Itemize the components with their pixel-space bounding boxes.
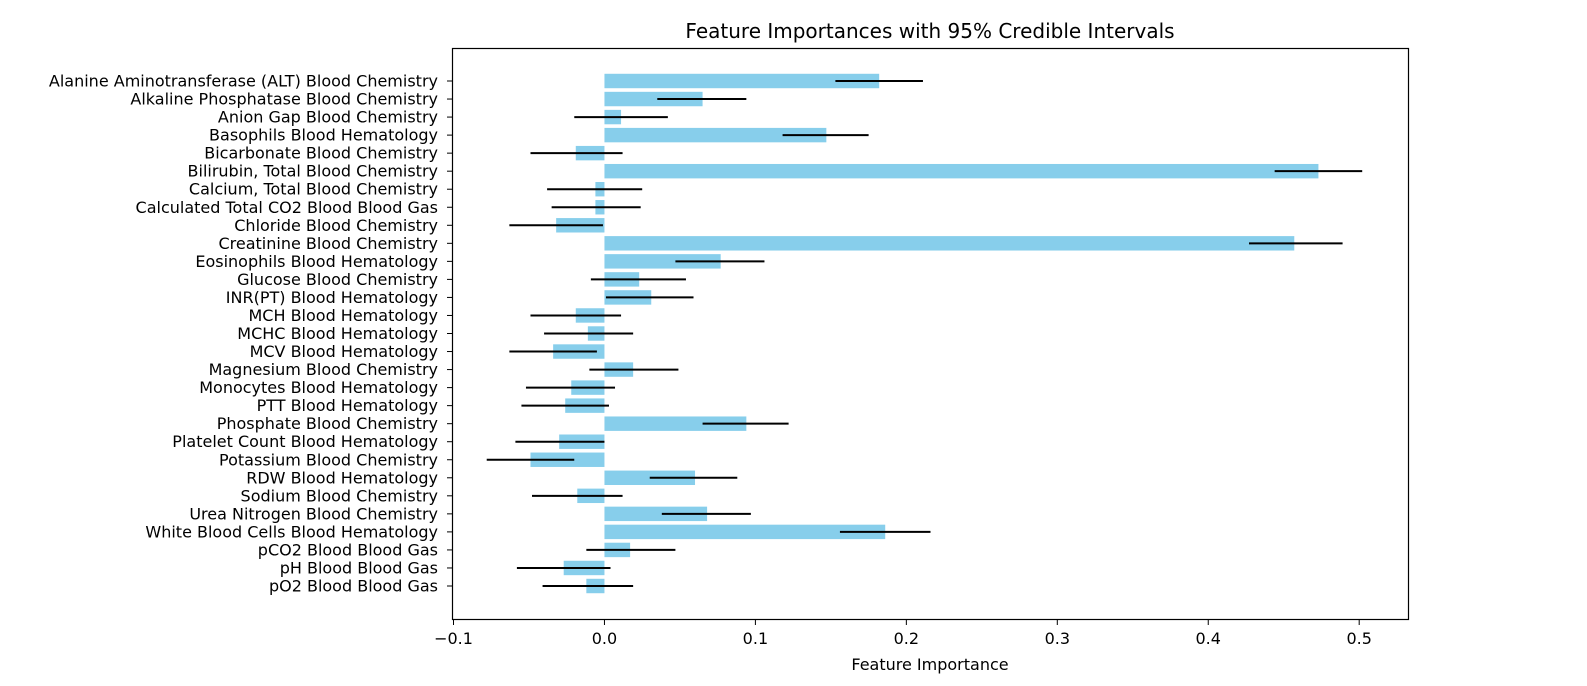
bar — [604, 91, 703, 107]
y-tick-label: Potassium Blood Chemistry — [219, 450, 438, 469]
x-tick-label: 0.3 — [1045, 629, 1070, 648]
bar — [604, 254, 721, 269]
x-tick-label: 0.1 — [743, 629, 768, 648]
y-tick-label: pH Blood Blood Gas — [280, 558, 438, 577]
y-tick-label: MCV Blood Hematology — [250, 342, 438, 361]
y-tick-label: Basophils Blood Hematology — [209, 126, 438, 145]
y-tick-label: Alkaline Phosphatase Blood Chemistry — [130, 90, 438, 109]
y-tick-label: pO2 Blood Blood Gas — [269, 577, 438, 596]
x-tick-label: 0.0 — [592, 629, 617, 648]
bar — [604, 127, 827, 143]
bar — [604, 416, 747, 431]
y-axis-ticks: Alanine Aminotransferase (ALT) Blood Che… — [49, 72, 452, 596]
y-tick-label: White Blood Cells Blood Hematology — [145, 522, 438, 541]
y-tick-label: Phosphate Blood Chemistry — [217, 414, 438, 433]
y-tick-label: Calcium, Total Blood Chemistry — [189, 180, 438, 199]
x-tick-label: −0.1 — [434, 629, 473, 648]
y-tick-label: Anion Gap Blood Chemistry — [218, 108, 438, 127]
plot-frame — [451, 47, 1410, 621]
bar — [604, 73, 880, 89]
y-tick-label: Sodium Blood Chemistry — [241, 486, 438, 505]
y-tick-label: Monocytes Blood Hematology — [199, 378, 438, 397]
bar — [604, 236, 1295, 251]
y-tick-label: Bicarbonate Blood Chemistry — [204, 144, 438, 163]
chart-title: Feature Importances with 95% Credible In… — [685, 19, 1174, 43]
y-tick-label: Alanine Aminotransferase (ALT) Blood Che… — [49, 72, 438, 91]
y-tick-label: pCO2 Blood Blood Gas — [258, 540, 438, 559]
bar — [604, 524, 886, 540]
error-bars-layer — [486, 80, 1363, 587]
x-tick-label: 0.5 — [1346, 629, 1371, 648]
bar — [604, 506, 708, 522]
x-tick-label: 0.2 — [894, 629, 919, 648]
y-tick-label: Magnesium Blood Chemistry — [209, 360, 438, 379]
y-tick-label: Chloride Blood Chemistry — [234, 216, 438, 235]
y-tick-label: MCH Blood Hematology — [248, 306, 438, 325]
y-tick-label: Glucose Blood Chemistry — [237, 270, 438, 289]
y-tick-label: Calculated Total CO2 Blood Blood Gas — [136, 198, 438, 217]
y-tick-label: Eosinophils Blood Hematology — [195, 252, 438, 271]
y-tick-label: MCHC Blood Hematology — [237, 324, 438, 343]
y-tick-label: Platelet Count Blood Hematology — [172, 432, 438, 451]
x-axis-ticks: −0.1 0.0 0.1 0.2 0.3 0.4 0.5 — [434, 620, 1372, 648]
y-tick-label: PTT Blood Hematology — [257, 396, 438, 415]
bar — [604, 163, 1319, 179]
y-tick-label: INR(PT) Blood Hematology — [226, 288, 438, 307]
y-tick-label: Creatinine Blood Chemistry — [218, 234, 438, 253]
y-tick-label: RDW Blood Hematology — [246, 468, 438, 487]
y-tick-label: Urea Nitrogen Blood Chemistry — [189, 504, 438, 523]
x-tick-label: 0.4 — [1196, 629, 1221, 648]
y-tick-label: Bilirubin, Total Blood Chemistry — [188, 162, 438, 181]
x-axis-label: Feature Importance — [851, 655, 1008, 674]
